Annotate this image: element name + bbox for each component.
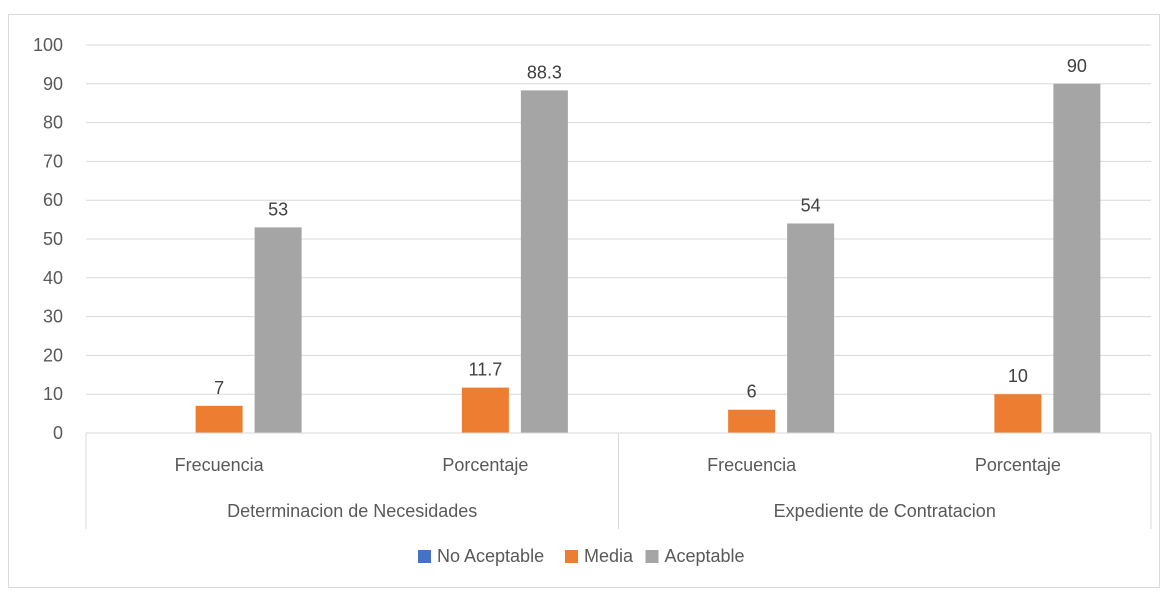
y-tick-label: 80 bbox=[43, 113, 63, 133]
bars bbox=[195, 83, 1101, 434]
y-tick-label: 30 bbox=[43, 307, 63, 327]
y-tick-label: 0 bbox=[53, 423, 63, 443]
data-label: 10 bbox=[1008, 366, 1028, 386]
data-label: 88.3 bbox=[527, 62, 562, 82]
bar bbox=[461, 387, 509, 433]
legend-label: Media bbox=[584, 546, 634, 566]
data-label: 54 bbox=[801, 195, 821, 215]
data-label: 6 bbox=[747, 382, 757, 402]
legend-label: No Aceptable bbox=[437, 546, 544, 566]
x-tick-label: Frecuencia bbox=[707, 455, 797, 475]
y-tick-label: 10 bbox=[43, 384, 63, 404]
data-label: 7 bbox=[214, 378, 224, 398]
x-tick-label: Frecuencia bbox=[175, 455, 265, 475]
legend: No Aceptable Media Aceptable bbox=[418, 546, 745, 566]
y-tick-label: 60 bbox=[43, 190, 63, 210]
bar bbox=[994, 394, 1042, 433]
bar bbox=[195, 405, 243, 433]
x-group-label: Expediente de Contratacion bbox=[774, 501, 996, 521]
legend-swatch bbox=[565, 550, 578, 563]
x-group-label: Determinacion de Necesidades bbox=[227, 501, 477, 521]
data-label: 11.7 bbox=[469, 360, 503, 380]
data-label: 90 bbox=[1067, 56, 1087, 76]
x-tick-label: Porcentaje bbox=[975, 455, 1061, 475]
bar bbox=[254, 227, 302, 433]
bar bbox=[1053, 83, 1101, 434]
legend-swatch bbox=[645, 550, 659, 563]
y-tick-label: 90 bbox=[43, 74, 63, 94]
data-labels: 7 53 11.7 88.3 6 54 10 90 bbox=[214, 56, 1087, 402]
gridlines bbox=[86, 44, 1151, 395]
y-tick-label: 70 bbox=[43, 151, 63, 171]
data-label: 53 bbox=[268, 199, 288, 219]
bar bbox=[787, 223, 835, 433]
legend-label: Aceptable bbox=[665, 546, 745, 566]
bar bbox=[520, 90, 568, 434]
y-tick-label: 50 bbox=[43, 229, 63, 249]
legend-swatch bbox=[418, 550, 431, 563]
bar bbox=[728, 409, 776, 433]
y-tick-label: 100 bbox=[33, 35, 63, 55]
y-tick-label: 40 bbox=[43, 268, 63, 288]
x-tick-label: Porcentaje bbox=[442, 455, 528, 475]
chart-area: 0 10 20 30 40 50 60 70 80 90 100 7 53 11.7 88.3 6 54 10 9… bbox=[8, 14, 1160, 588]
x-axis: Frecuencia Porcentaje Frecuencia Porcentaje… bbox=[85, 432, 1152, 529]
y-tick-label: 20 bbox=[43, 345, 63, 365]
y-axis-tick-labels: 0 10 20 30 40 50 60 70 80 90 100 bbox=[33, 35, 63, 443]
